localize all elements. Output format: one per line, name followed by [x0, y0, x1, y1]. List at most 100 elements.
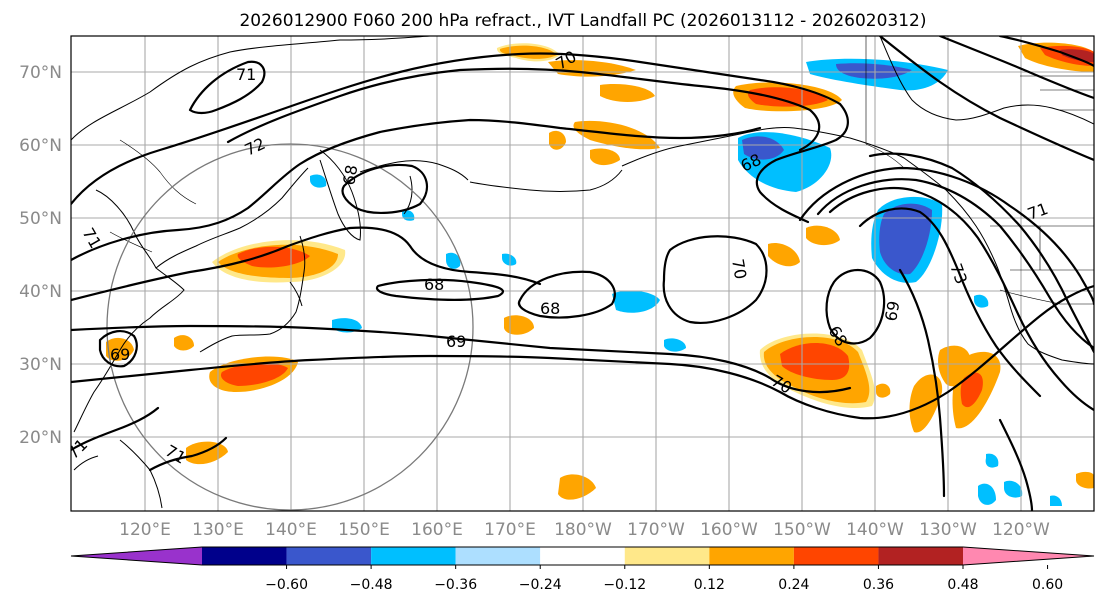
coastline-aleutians	[469, 169, 623, 192]
contour-label: 69	[110, 345, 130, 364]
border-line	[109, 139, 197, 253]
contour-line	[71, 226, 542, 302]
lon-label: 160°W	[700, 520, 758, 540]
anomaly-patch	[310, 174, 327, 188]
lon-label: 170°W	[627, 520, 685, 540]
border-line	[990, 225, 1094, 305]
contour-line	[878, 36, 1094, 162]
colorbar-tick-label: 0.48	[947, 577, 978, 593]
anomaly-patch	[1004, 480, 1023, 498]
colorbar-tick-label: 0.12	[694, 577, 725, 593]
anomaly-patch	[985, 453, 999, 468]
colorbar-swatch	[878, 547, 963, 565]
anomaly-patch	[879, 203, 932, 275]
lon-label: 160°E	[411, 520, 463, 540]
contour-line	[517, 270, 616, 319]
lon-label: 120°W	[992, 520, 1050, 540]
anomaly-patch	[174, 335, 194, 351]
contour-line	[998, 418, 1034, 511]
figure-title: 2026012900 F060 200 hPa refract., IVT La…	[239, 11, 926, 31]
anomaly-patch	[446, 252, 461, 269]
lon-label: 130°W	[919, 520, 977, 540]
contour-line	[938, 36, 1094, 100]
colorbar-extension-high	[963, 547, 1094, 565]
contour-line	[226, 67, 821, 152]
lat-label: 70°N	[19, 63, 62, 83]
colorbar: −0.60 −0.48 −0.36 −0.24 −0.12 0.12 0.24 0.36 0.4…	[70, 546, 1095, 593]
contour-line	[798, 166, 1094, 306]
anomaly-patch	[664, 338, 686, 352]
lat-label: 30°N	[19, 355, 62, 375]
anomaly-patch	[558, 474, 596, 500]
colorbar-tick-label: −0.12	[603, 577, 646, 593]
anomaly-patch	[806, 225, 840, 246]
anomaly-patch	[742, 136, 784, 160]
contour-line	[816, 178, 1094, 350]
anomaly-patch	[978, 483, 996, 505]
lon-label: 120°E	[119, 520, 171, 540]
anomaly-patch	[960, 372, 983, 408]
colorbar-swatch	[540, 547, 625, 565]
contour-label: 68	[424, 275, 444, 294]
border-line	[1020, 75, 1094, 111]
contour-line	[898, 268, 946, 498]
contour-line	[71, 118, 762, 262]
anomaly-patch	[612, 290, 660, 313]
anomaly-patch	[748, 87, 828, 107]
anomaly-patch	[1060, 49, 1094, 62]
refractivity-contours	[71, 36, 1094, 511]
coastlines	[71, 36, 1094, 511]
colorbar-swatch	[202, 547, 287, 565]
colorbar-swatch	[286, 547, 372, 565]
contour-line	[188, 60, 266, 115]
political-borders	[109, 36, 1094, 305]
contour-line	[828, 186, 1094, 412]
colorbar-tick-label: −0.24	[519, 577, 562, 593]
anomaly-patch	[220, 363, 288, 386]
colorbar-swatch	[709, 547, 794, 565]
contour-line	[71, 52, 849, 224]
lat-label: 20°N	[19, 428, 62, 448]
anomaly-patch	[780, 343, 850, 380]
contour-line	[148, 436, 228, 472]
anomaly-patch	[499, 45, 557, 59]
anomaly-patch	[974, 294, 989, 308]
anomaly-patch	[590, 148, 620, 166]
contour-line	[71, 406, 160, 452]
anomaly-patch	[1076, 471, 1094, 489]
lat-label: 50°N	[19, 209, 62, 229]
colorbar-tick-label: −0.60	[265, 577, 308, 593]
lon-label: 130°E	[192, 520, 244, 540]
colorbar-swatch	[793, 547, 879, 565]
contour-label: 69	[446, 332, 466, 351]
anomaly-patch	[502, 253, 517, 266]
anomaly-patch	[237, 246, 310, 268]
colorbar-extension-low	[71, 547, 202, 565]
lon-label: 140°E	[265, 520, 317, 540]
coastline-kamchatka	[319, 149, 469, 241]
latitude-labels: 70°N 60°N 50°N 40°N 30°N 20°N	[19, 63, 62, 448]
coastline-japan	[199, 235, 306, 353]
lon-label: 170°E	[484, 520, 536, 540]
anomaly-patch	[504, 315, 534, 335]
anomaly-patch	[768, 242, 800, 267]
coastline-asia	[71, 36, 431, 511]
contour-label: 69	[881, 299, 903, 322]
colorbar-tick-label: 0.60	[1032, 577, 1063, 593]
anomaly-patch	[1050, 495, 1062, 506]
lon-label: 180°W	[554, 520, 612, 540]
contour-line	[71, 324, 852, 394]
anomaly-patch	[876, 383, 891, 398]
anomaly-patch	[600, 84, 655, 102]
contour-line	[98, 330, 138, 368]
coastline-alaska	[621, 36, 1094, 365]
colorbar-swatch	[455, 547, 541, 565]
range-ring	[106, 143, 474, 511]
contour-label: 71	[236, 65, 256, 84]
contour-label: 70	[728, 257, 750, 280]
colorbar-outline	[70, 546, 1095, 566]
contour-line	[858, 207, 1042, 398]
contour-label: 68	[540, 299, 560, 318]
lat-label: 40°N	[19, 282, 62, 302]
contour-label: 68	[339, 163, 361, 186]
